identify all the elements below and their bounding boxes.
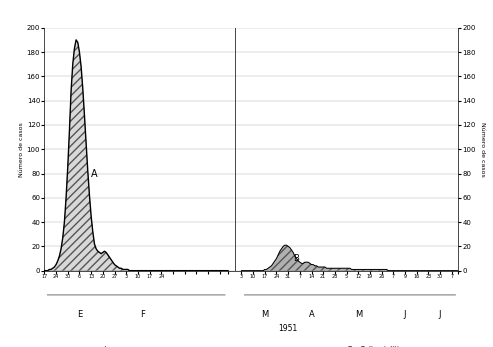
Text: A: A [309, 310, 315, 319]
Text: B= Poliomielitis: B= Poliomielitis [348, 346, 402, 347]
Text: J: J [404, 310, 406, 319]
Text: 1951: 1951 [279, 324, 298, 333]
Text: A: A [91, 169, 98, 178]
Y-axis label: Número de casos: Número de casos [480, 122, 485, 177]
Text: M: M [354, 310, 362, 319]
Text: E: E [77, 310, 82, 319]
Text: A= Sarampión: A= Sarampión [61, 346, 111, 347]
Text: J: J [439, 310, 441, 319]
Text: F: F [141, 310, 145, 319]
Text: M: M [261, 310, 268, 319]
Text: B: B [293, 254, 299, 263]
Y-axis label: Número de casos: Número de casos [19, 122, 24, 177]
